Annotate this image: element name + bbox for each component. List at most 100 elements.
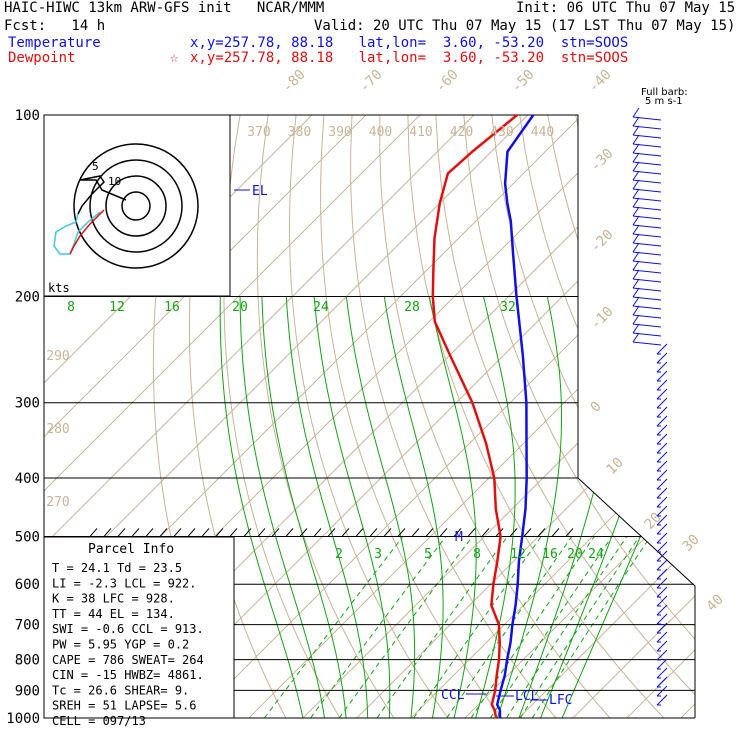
isotherm-line: [680, 115, 695, 718]
temperature-legend-info: x,y=257.78, 88.18 lat,lon= 3.60, -53.20 …: [190, 35, 629, 51]
theta-label: 440: [531, 125, 554, 140]
wind-barb: [632, 134, 662, 139]
mixing-ratio-label: 24: [588, 547, 604, 562]
mixing-ratio-label: 12: [510, 547, 526, 562]
hatch-mark: [369, 528, 378, 537]
hatch-mark: [425, 528, 434, 537]
theta-label: 400: [369, 125, 392, 140]
wind-barb-flag: [632, 260, 640, 271]
dry-adiabat-line: [288, 115, 449, 718]
wind-barb-flag: [656, 397, 668, 409]
wind-barb: [632, 323, 662, 328]
temperature-series-line: [495, 114, 535, 719]
wind-barb-flag: [656, 622, 668, 634]
hatch-mark: [285, 528, 294, 537]
wind-barb: [632, 332, 662, 337]
wind-barb-flag: [656, 658, 668, 670]
wind-barb-flag: [632, 161, 640, 172]
wind-barb-flag: [656, 460, 668, 472]
mixing-ratio-line: [470, 536, 595, 718]
hatch-mark: [453, 528, 462, 537]
dry-adiabat-line: [256, 115, 395, 718]
parcel-info-row: K = 38 LFC = 928.: [52, 592, 175, 606]
isotherm-line: [194, 115, 695, 718]
m-label: M: [455, 530, 463, 545]
isotherm-line: [464, 115, 695, 718]
wind-barb: [632, 188, 662, 193]
dry-adiabat-line: [631, 115, 695, 718]
temperature-legend-label: Temperature: [8, 35, 101, 51]
hatch-mark: [215, 528, 224, 537]
wind-barb: [632, 251, 662, 256]
wind-barb-flag: [632, 251, 640, 262]
isotherm-label: 0: [588, 399, 605, 416]
dry-adiabat-line: [320, 115, 503, 718]
mixing-ratio-line: [338, 536, 473, 718]
dry-adiabat-line: [716, 115, 740, 718]
wind-barb-flag: [656, 667, 668, 679]
wind-barb-flag: [632, 134, 640, 145]
wind-barb-flag: [632, 296, 640, 307]
mixing-ratio-line: [519, 536, 640, 718]
header-valid-line: Valid: 20 UTC Thu 07 May 15 (17 LST Thu …: [314, 18, 736, 34]
isotherm-label: -60: [433, 67, 462, 96]
hatch-mark: [439, 528, 448, 537]
pressure-tick-label: 800: [15, 653, 40, 669]
wind-barb: [632, 197, 662, 202]
wind-barb: [632, 224, 662, 229]
wind-barb: [632, 170, 662, 175]
wind-barb-flag: [656, 469, 668, 481]
isotherm-label: -80: [280, 67, 309, 96]
theta-label: 270: [46, 495, 69, 510]
hatch-mark: [565, 528, 574, 537]
hodograph-upper-trace: [77, 175, 127, 215]
dry-adiabat-line: [519, 115, 695, 718]
mixing-ratio-label: 2: [335, 547, 343, 562]
moist-adiabat-line: [261, 296, 347, 718]
wind-barb-flag: [632, 152, 640, 163]
hatch-mark: [117, 528, 126, 537]
wind-barb: [632, 287, 662, 292]
parcel-info-row: Tc = 26.6 SHEAR= 9.: [52, 683, 189, 697]
hodograph-ring: [105, 175, 167, 237]
hatch-mark: [187, 528, 196, 537]
wind-barb: [632, 116, 662, 121]
series-layer: [431, 114, 535, 719]
hodograph-box: [43, 114, 231, 297]
hatch-mark: [341, 528, 350, 537]
pressure-tick-label: 700: [15, 618, 40, 634]
wind-barb: [632, 161, 662, 166]
wind-barb-flag: [632, 179, 640, 190]
theta-label: 380: [288, 125, 311, 140]
wind-barb-flag: [656, 550, 668, 562]
ccl-label: CCL: [441, 688, 465, 703]
isotherm-label: -50: [509, 67, 538, 96]
wind-barb-flag: [656, 379, 668, 391]
dry-adiabat-line: [379, 115, 611, 718]
hatch-mark: [229, 528, 238, 537]
mixing-ratio-label: 32: [500, 300, 516, 315]
wind-barb-flag: [656, 595, 668, 607]
hodograph-ring: [73, 143, 199, 269]
dry-adiabat-line: [603, 115, 695, 718]
wind-barb-flag: [632, 332, 640, 343]
dewpoint-series-line: [431, 114, 518, 719]
mixing-ratio-line: [531, 536, 651, 718]
wind-barb-flag: [656, 424, 668, 436]
wind-barb-flag: [656, 505, 668, 517]
mixing-ratio-label: 28: [404, 300, 420, 315]
hatch-mark: [89, 528, 98, 537]
dry-adiabat-line: [407, 115, 665, 718]
mixing-ratio-label: 12: [109, 300, 125, 315]
isotherm-line: [518, 115, 695, 718]
pressure-tick-label: 100: [15, 108, 40, 124]
wind-barb-flag: [632, 242, 640, 253]
theta-label: 390: [328, 125, 351, 140]
pressure-tick-label: 900: [15, 683, 40, 699]
isotherm-line: [44, 115, 475, 718]
parcel-info-row: PW = 5.95 YGP = 0.2: [52, 638, 189, 652]
dry-adiabat-line: [350, 115, 557, 718]
wind-barb-flag: [656, 343, 668, 355]
wind-barb-flag: [656, 676, 668, 688]
wind-barb: [632, 215, 662, 220]
